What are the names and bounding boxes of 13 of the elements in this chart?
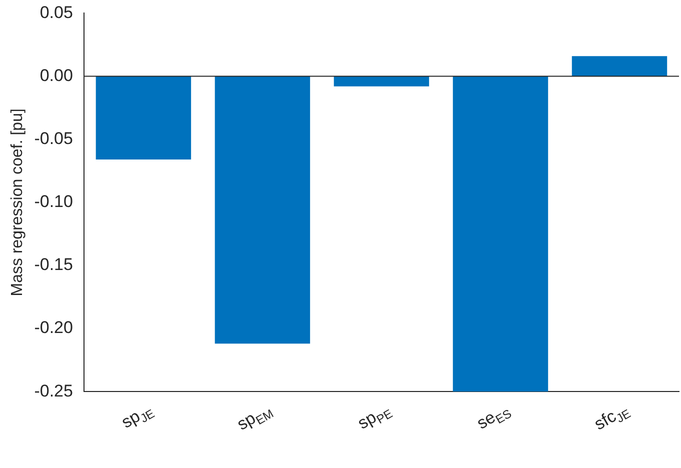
x-tick-label: spEM: [234, 406, 276, 434]
x-tick-label: spJE: [118, 406, 157, 432]
x-tick-label: sfcJE: [591, 406, 634, 434]
y-tick-label: -0.20: [34, 318, 73, 338]
y-tick-label: -0.25: [34, 381, 73, 400]
x-tick-label: spPE: [354, 406, 395, 433]
y-tick-label: -0.05: [34, 129, 73, 148]
y-tick-label: -0.15: [34, 255, 73, 274]
y-axis-title: Mass regression coef. [pu]: [9, 108, 26, 296]
x-tick-label: seES: [474, 406, 514, 433]
y-tick-label: 0.00: [40, 66, 73, 85]
y-tick-label: 0.05: [40, 2, 73, 22]
y-tick-label: -0.10: [34, 192, 73, 212]
